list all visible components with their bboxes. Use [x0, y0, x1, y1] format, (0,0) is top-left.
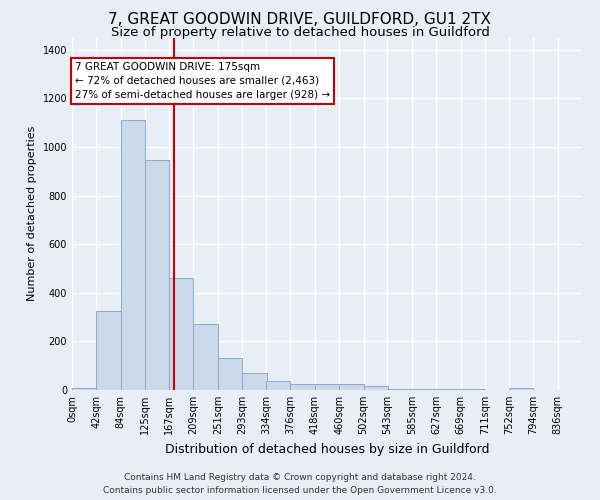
- Text: Size of property relative to detached houses in Guildford: Size of property relative to detached ho…: [110, 26, 490, 39]
- Bar: [242, 373, 266, 390]
- Bar: [388, 389, 412, 390]
- Text: 7 GREAT GOODWIN DRIVE: 175sqm
← 72% of detached houses are smaller (2,463)
27% o: 7 GREAT GOODWIN DRIVE: 175sqm ← 72% of d…: [75, 62, 330, 100]
- Bar: [436, 389, 461, 390]
- Bar: [145, 160, 169, 390]
- Bar: [509, 388, 533, 390]
- Bar: [193, 324, 218, 390]
- Bar: [290, 384, 315, 390]
- X-axis label: Distribution of detached houses by size in Guildford: Distribution of detached houses by size …: [165, 442, 489, 456]
- Bar: [121, 120, 145, 390]
- Bar: [364, 386, 388, 390]
- Bar: [412, 389, 436, 390]
- Y-axis label: Number of detached properties: Number of detached properties: [27, 126, 37, 302]
- Bar: [72, 388, 97, 390]
- Bar: [97, 311, 121, 390]
- Text: 7, GREAT GOODWIN DRIVE, GUILDFORD, GU1 2TX: 7, GREAT GOODWIN DRIVE, GUILDFORD, GU1 2…: [109, 12, 491, 28]
- Bar: [169, 278, 193, 390]
- Bar: [218, 358, 242, 390]
- Bar: [339, 384, 364, 390]
- Bar: [461, 389, 485, 390]
- Bar: [315, 384, 339, 390]
- Text: Contains HM Land Registry data © Crown copyright and database right 2024.
Contai: Contains HM Land Registry data © Crown c…: [103, 474, 497, 495]
- Bar: [266, 381, 290, 390]
